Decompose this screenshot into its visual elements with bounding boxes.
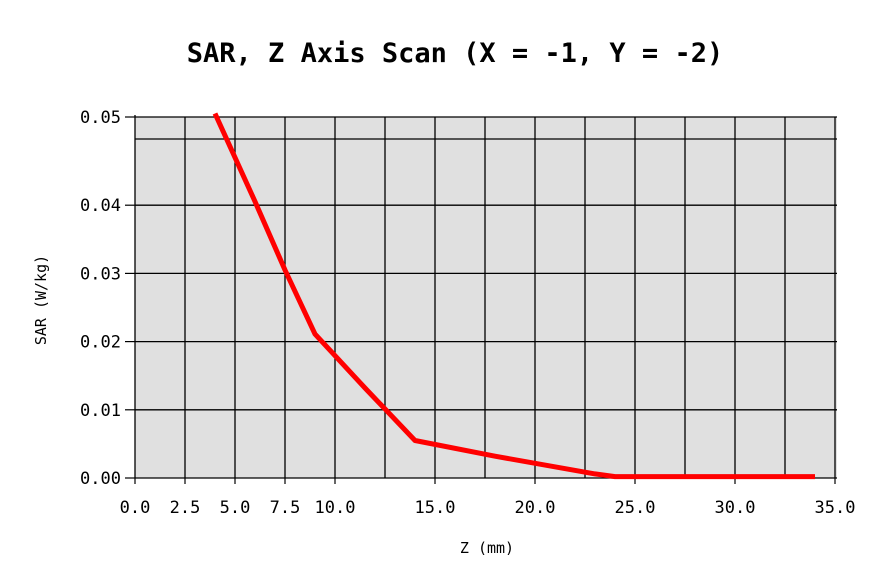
y-tick-label: 0.01 [80, 401, 121, 421]
y-tick-label: 0.03 [80, 264, 121, 284]
plot-area [135, 117, 837, 478]
x-tick-label: 20.0 [515, 498, 556, 518]
y-axis-label: SAR (W/kg) [32, 255, 50, 345]
x-tick-label: 2.5 [170, 498, 201, 518]
x-tick-label: 10.0 [315, 498, 356, 518]
x-tick-label: 25.0 [615, 498, 656, 518]
y-tick-label: 0.00 [80, 469, 121, 489]
y-tick-label: 0.02 [80, 333, 121, 353]
series-group [212, 112, 816, 480]
x-tick-label: 30.0 [715, 498, 756, 518]
x-tick-label: 35.0 [815, 498, 856, 518]
y-axis-ticks: 0.00 0.01 0.02 0.03 0.04 0.05 [80, 108, 135, 489]
series-line [212, 112, 815, 480]
x-axis-ticks: 0.0 2.5 5.0 7.5 10.0 15.0 20.0 25.0 30.0 35.0 [120, 478, 856, 518]
x-tick-label: 0.0 [120, 498, 151, 518]
y-tick-label: 0.05 [80, 108, 121, 128]
x-tick-label: 15.0 [415, 498, 456, 518]
chart-title: SAR, Z Axis Scan (X = -1, Y = -2) [187, 38, 723, 69]
x-tick-label: 7.5 [270, 498, 301, 518]
x-tick-label: 5.0 [220, 498, 251, 518]
grid-lines [135, 116, 837, 478]
x-axis-label: Z (mm) [460, 539, 514, 557]
y-tick-label: 0.04 [80, 196, 121, 216]
